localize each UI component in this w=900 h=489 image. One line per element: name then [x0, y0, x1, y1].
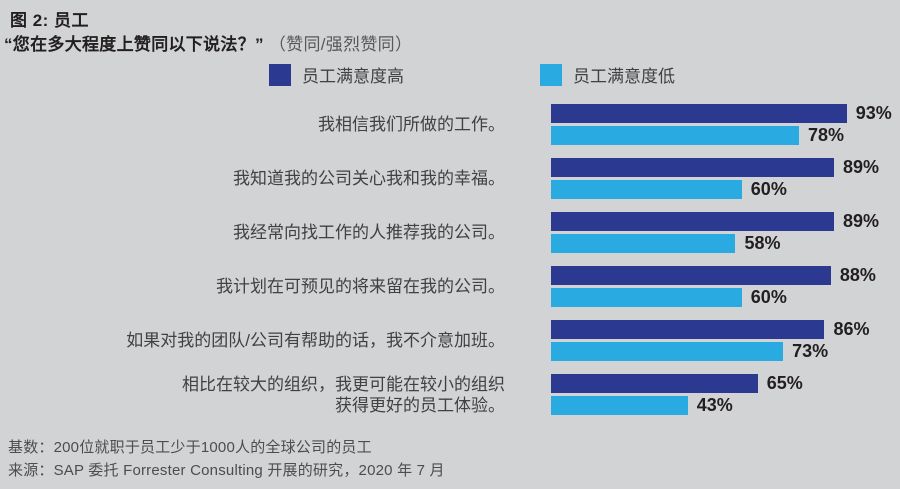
value-label-high: 65% — [766, 373, 803, 393]
legend-item-high-satisfaction: 员工满意度高 — [269, 62, 404, 87]
bar-low-satisfaction — [551, 342, 784, 361]
category-label: 我经常向找工作的人推荐我的公司。 — [233, 223, 505, 242]
bar-high-satisfaction — [551, 266, 831, 285]
bar-group: 88% 60% — [551, 265, 876, 307]
value-label-low: 58% — [744, 233, 781, 253]
chart-row: 我知道我的公司关心我和我的幸福。 89% 60% — [0, 157, 879, 199]
base-note: 基数：200位就职于员工少于1000人的全球公司的员工 — [8, 439, 372, 456]
bar-high-satisfaction — [551, 320, 825, 339]
source-note: 来源：SAP 委托 Forrester Consulting 开展的研究，202… — [8, 462, 445, 479]
bar-group: 89% 60% — [551, 157, 879, 199]
category-label: 我相信我们所做的工作。 — [318, 115, 505, 134]
bar-group: 65% 43% — [551, 373, 869, 416]
category-label: 我知道我的公司关心我和我的幸福。 — [233, 169, 505, 188]
value-label-low: 78% — [808, 125, 845, 145]
chart-row: 我计划在可预见的将来留在我的公司。 88% 60% — [0, 265, 876, 307]
bar-group: 86% 73% — [551, 319, 870, 361]
legend-item-low-satisfaction: 员工满意度低 — [540, 62, 675, 87]
value-label-high: 88% — [839, 265, 876, 285]
bar-high-satisfaction — [551, 212, 835, 231]
bar-low-satisfaction — [551, 126, 800, 145]
bar-high-satisfaction — [551, 374, 758, 393]
category-label: 相比在较大的组织，我更可能在较小的组织 获得更好的员工体验。 — [182, 375, 505, 415]
chart-row: 相比在较大的组织，我更可能在较小的组织 获得更好的员工体验。 65% 43% — [0, 373, 869, 416]
chart-row: 我经常向找工作的人推荐我的公司。 89% 58% — [0, 211, 879, 253]
value-label-high: 86% — [833, 319, 870, 339]
survey-question-note: （赞同/强烈赞同） — [268, 35, 413, 54]
bar-low-satisfaction — [551, 396, 688, 415]
bar-chart: 我相信我们所做的工作。 93% 78% 我知道我的公司关心我和我的幸福。 89% — [0, 103, 892, 429]
legend-swatch-low — [540, 63, 562, 86]
bar-low-satisfaction — [551, 288, 742, 307]
legend-swatch-high — [269, 63, 291, 86]
value-label-low: 73% — [792, 341, 829, 361]
value-label-high: 93% — [855, 103, 892, 123]
value-label-high: 89% — [843, 157, 880, 177]
chart-row: 如果对我的团队/公司有帮助的话，我不介意加班。 86% 73% — [0, 319, 870, 361]
bar-low-satisfaction — [551, 180, 742, 199]
value-label-low: 60% — [750, 287, 787, 307]
legend-label-high: 员工满意度高 — [302, 67, 404, 86]
value-label-high: 89% — [843, 211, 880, 231]
bar-group: 89% 58% — [551, 211, 879, 253]
bar-high-satisfaction — [551, 158, 835, 177]
chart-legend: 员工满意度高 员工满意度低 — [269, 62, 675, 87]
category-label: 如果对我的团队/公司有帮助的话，我不介意加班。 — [126, 331, 505, 350]
chart-footnotes: 基数：200位就职于员工少于1000人的全球公司的员工 来源：SAP 委托 Fo… — [8, 436, 445, 482]
bar-high-satisfaction — [551, 104, 847, 123]
legend-label-low: 员工满意度低 — [573, 67, 675, 86]
chart-row: 我相信我们所做的工作。 93% 78% — [0, 103, 892, 145]
bar-low-satisfaction — [551, 234, 736, 253]
value-label-low: 60% — [750, 179, 787, 199]
value-label-low: 43% — [696, 395, 733, 415]
category-label: 我计划在可预见的将来留在我的公司。 — [216, 277, 505, 296]
figure-title: 图 2: 员工 — [10, 11, 90, 30]
figure-subtitle: “您在多大程度上赞同以下说法？” （赞同/强烈赞同） — [4, 30, 412, 55]
bar-group: 93% 78% — [551, 103, 892, 145]
survey-question: “您在多大程度上赞同以下说法？” — [4, 35, 264, 54]
